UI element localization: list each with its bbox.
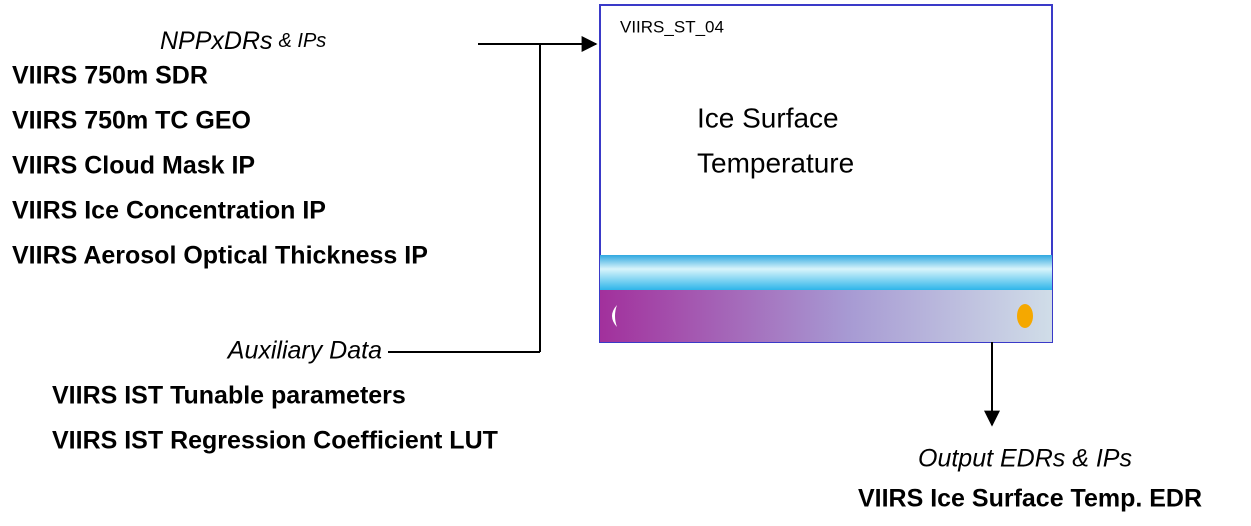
output-list: VIIRS Ice Surface Temp. EDR (858, 485, 1202, 513)
auxiliary-item: VIIRS IST Regression Coefficient LUT (52, 427, 498, 455)
input-item: VIIRS 750m TC GEO (12, 107, 251, 135)
process-id: VIIRS_ST_04 (620, 17, 724, 36)
input-item: VIIRS Cloud Mask IP (12, 152, 255, 180)
band-purple (600, 290, 1052, 342)
input-item: VIIRS Aerosol Optical Thickness IP (12, 242, 428, 270)
icon-moon (612, 305, 617, 327)
auxiliary-title: Auxiliary Data (226, 337, 382, 365)
band-cyan (600, 255, 1052, 290)
inputs-title-main: NPPxDRs (160, 27, 273, 55)
outputs-title: Output EDRs & IPs (918, 445, 1132, 473)
input-list: VIIRS 750m SDR VIIRS 750m TC GEO VIIRS Clo… (12, 62, 428, 270)
auxiliary-list: VIIRS IST Tunable parameters VIIRS IST Re… (52, 382, 498, 455)
process-box: VIIRS_ST_04 Ice Surface Temperature (599, 4, 1053, 343)
input-item: VIIRS Ice Concentration IP (12, 197, 326, 225)
process-title: Temperature (697, 147, 854, 178)
output-item: VIIRS Ice Surface Temp. EDR (858, 485, 1202, 513)
icon-sun (1017, 304, 1033, 328)
input-item: VIIRS 750m SDR (12, 62, 208, 90)
inputs-title-suffix: & IPs (279, 30, 327, 52)
inputs-title: NPPxDRs & IPs (160, 27, 326, 55)
process-title: Ice Surface (697, 102, 839, 133)
auxiliary-item: VIIRS IST Tunable parameters (52, 382, 406, 410)
